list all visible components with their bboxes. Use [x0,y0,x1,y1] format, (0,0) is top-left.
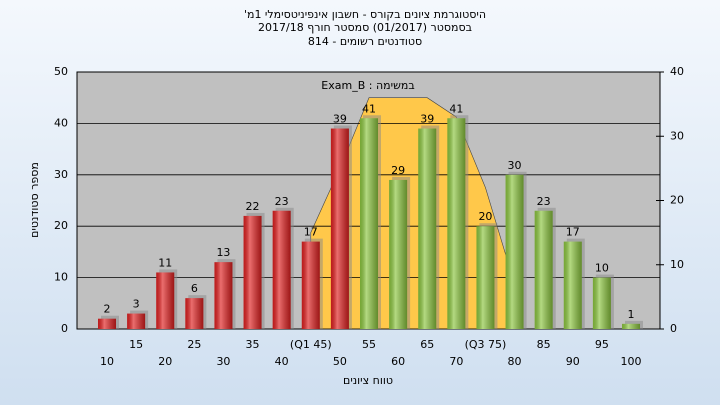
annotation: במשימה : Exam_B [321,79,414,92]
x-tick-label: 40 [275,355,289,368]
data-label: 41 [362,102,376,115]
data-label: 29 [391,164,405,177]
bar-shade [563,241,582,329]
x-tick-label: 95 [595,338,609,351]
x-tick-label: 50 [333,355,347,368]
bar-shade [505,174,524,329]
data-label: 10 [595,262,609,275]
x-axis-label: טווח ציונים [343,374,393,387]
bar-shade [185,298,204,329]
chart-subtitle: בסמסטר (01/2017) סמסטר חורף 2017/18 [258,21,472,34]
bar-shade [418,128,437,329]
x-tick-label: 70 [449,355,463,368]
y2-tick-label: 30 [670,129,684,142]
y-axis-label: מספר סטודנטים [28,162,41,238]
x-tick-label: 15 [129,338,143,351]
bar-shade [330,128,349,329]
bar-shade [127,313,146,329]
bar-shade [243,215,262,329]
bar-shade [98,318,116,329]
y-tick-label: 50 [54,65,68,78]
y-tick-label: 0 [61,322,68,335]
y2-tick-label: 0 [670,322,677,335]
chart-title: היסטוגרמת ציונים בקורס - חשבון אינפיניטס… [244,8,486,21]
bar-shade [272,210,291,329]
data-label: 22 [246,200,260,213]
y-tick-label: 10 [54,271,68,284]
chart-subtitle: סטודנטים רשומים - 814 [308,35,422,48]
bar-shade [389,179,408,329]
bar-shade [360,118,378,329]
x-tick-label: 20 [158,355,172,368]
x-tick-label: (Q3 75) [465,338,507,351]
data-label: 39 [420,113,434,126]
y-tick-label: 20 [54,219,68,232]
bar-shade [534,210,553,329]
x-tick-label: 25 [187,338,201,351]
bar-shade [214,262,233,329]
y-tick-label: 40 [54,116,68,129]
bar-shade [622,323,640,329]
y2-tick-label: 10 [670,258,684,271]
data-label: 20 [478,210,492,223]
bar-shade [447,118,466,329]
data-label: 13 [216,246,230,259]
data-label: 3 [133,298,140,311]
data-label: 41 [449,102,463,115]
y2-tick-label: 40 [670,65,684,78]
data-label: 6 [191,282,198,295]
data-label: 11 [158,256,172,269]
data-label: 17 [566,226,580,239]
data-label: 23 [537,195,551,208]
x-tick-label: 30 [216,355,230,368]
data-label: 17 [304,226,318,239]
bar-shade [592,277,611,329]
x-tick-label: 55 [362,338,376,351]
bar-shade [301,241,320,329]
x-tick-label: 85 [537,338,551,351]
x-tick-label: 60 [391,355,405,368]
x-tick-label: (Q1 45) [290,338,332,351]
data-label: 30 [508,159,522,172]
x-tick-label: 100 [621,355,642,368]
x-tick-label: 90 [566,355,580,368]
y2-tick-label: 20 [670,194,684,207]
x-tick-label: 65 [420,338,434,351]
y-tick-label: 30 [54,168,68,181]
data-label: 23 [275,195,289,208]
data-label: 1 [628,308,635,321]
data-label: 2 [104,303,111,316]
bar-shade [156,272,175,329]
data-label: 39 [333,113,347,126]
x-tick-label: 10 [100,355,114,368]
bar-shade [476,226,495,329]
x-tick-label: 35 [246,338,260,351]
x-tick-label: 80 [508,355,522,368]
